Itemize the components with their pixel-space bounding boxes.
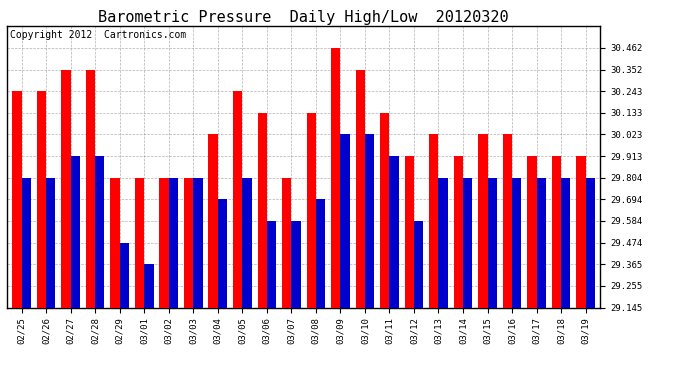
Bar <box>429 135 438 308</box>
Bar <box>503 135 512 308</box>
Bar <box>282 178 291 308</box>
Bar <box>208 135 218 308</box>
Bar <box>380 113 389 308</box>
Bar <box>257 113 267 308</box>
Bar <box>159 178 169 308</box>
Title: Barometric Pressure  Daily High/Low  20120320: Barometric Pressure Daily High/Low 20120… <box>98 10 509 25</box>
Bar <box>512 178 522 308</box>
Bar <box>291 221 301 308</box>
Bar <box>586 178 595 308</box>
Bar <box>389 156 399 308</box>
Bar <box>184 178 193 308</box>
Bar <box>267 221 276 308</box>
Bar <box>576 156 586 308</box>
Bar <box>404 156 414 308</box>
Bar <box>135 178 144 308</box>
Bar <box>552 156 561 308</box>
Bar <box>478 135 488 308</box>
Bar <box>242 178 252 308</box>
Text: Copyright 2012  Cartronics.com: Copyright 2012 Cartronics.com <box>10 30 186 40</box>
Bar <box>561 178 571 308</box>
Bar <box>438 178 448 308</box>
Bar <box>233 91 242 308</box>
Bar <box>193 178 203 308</box>
Bar <box>306 113 316 308</box>
Bar <box>365 135 374 308</box>
Bar <box>488 178 497 308</box>
Bar <box>86 70 95 308</box>
Bar <box>21 178 31 308</box>
Bar <box>537 178 546 308</box>
Bar <box>414 221 423 308</box>
Bar <box>527 156 537 308</box>
Bar <box>453 156 463 308</box>
Bar <box>169 178 178 308</box>
Bar <box>70 156 80 308</box>
Bar <box>218 199 227 308</box>
Bar <box>316 199 325 308</box>
Bar <box>95 156 104 308</box>
Bar <box>331 48 340 308</box>
Bar <box>46 178 55 308</box>
Bar <box>144 264 154 308</box>
Bar <box>61 70 70 308</box>
Bar <box>110 178 119 308</box>
Bar <box>12 91 21 308</box>
Bar <box>355 70 365 308</box>
Bar <box>340 135 350 308</box>
Bar <box>37 91 46 308</box>
Bar <box>463 178 472 308</box>
Bar <box>119 243 129 308</box>
